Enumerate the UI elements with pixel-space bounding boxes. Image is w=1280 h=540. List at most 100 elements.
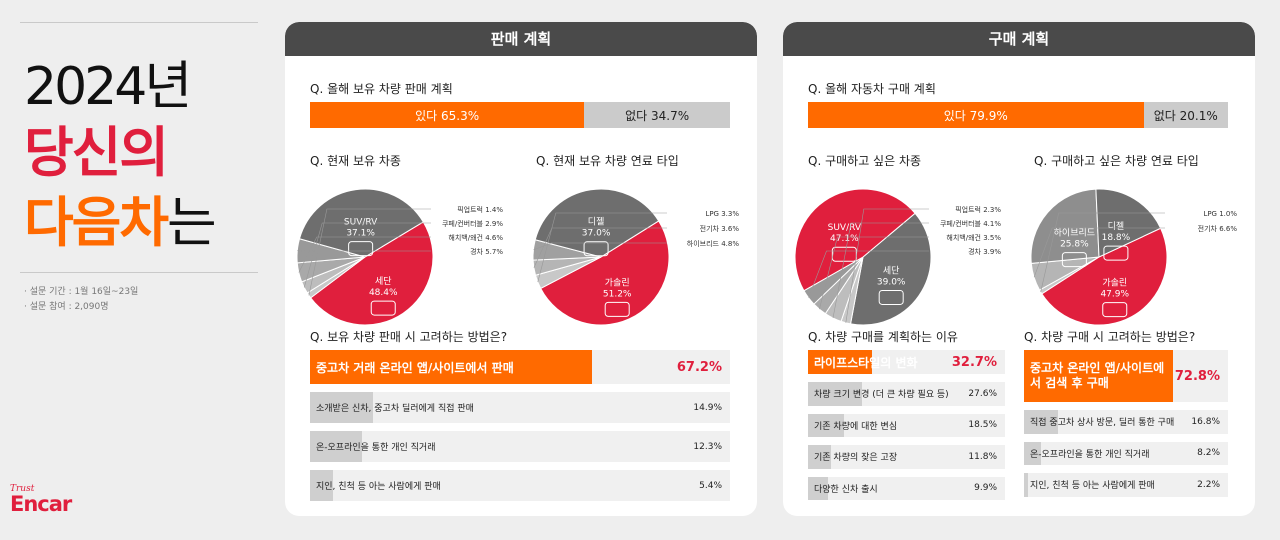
answer-label: 중고차 온라인 앱/사이트에서 검색 후 구매: [1030, 361, 1165, 390]
slice-value: 37.0%: [582, 229, 611, 239]
leader-line: [298, 236, 431, 273]
survey-period: · 설문 기간 : 1월 16일~23일: [24, 287, 139, 297]
question: Q. 차량 구매 시 고려하는 방법은?: [1024, 330, 1196, 344]
slice-label: 쿠페/컨버터블 4.1%: [940, 219, 1001, 228]
plan-no-segment: 없다 20.1%: [1143, 102, 1228, 128]
leader-line: [832, 222, 929, 319]
sell-plan-bar: 있다 65.3% 없다 34.7%: [310, 102, 730, 128]
answer-label: 기존 차량에 대한 변심: [814, 421, 898, 432]
sell-panel-title: 판매 계획: [285, 22, 757, 56]
top-answer-row: 중고차 온라인 앱/사이트에서 검색 후 구매 72.8%: [1024, 350, 1228, 402]
leader-line: [308, 208, 431, 296]
slice-label: 가솔린: [1102, 278, 1127, 289]
title-line-3: 다음차는: [24, 178, 217, 257]
slice-label: 픽업트럭 2.3%: [955, 205, 1001, 214]
vehicle-icon: [1103, 245, 1129, 261]
pie-slice: [1095, 188, 1162, 258]
answer-bar: [310, 431, 362, 462]
slice-label: 쿠페/컨버터블 2.9%: [442, 219, 503, 228]
answer-label: 지인, 친척 등 아는 사람에게 판매: [1030, 481, 1155, 492]
answer-row: 소개받은 신차, 중고차 딜러에게 직접 판매 14.9%: [310, 392, 730, 423]
answer-row: 기존 차량에 대한 변심 18.5%: [808, 413, 1005, 437]
slice-label: 세단: [883, 265, 900, 276]
question: Q. 현재 보유 차종: [310, 154, 401, 168]
buy-plan-bar: 있다 79.9% 없다 20.1%: [808, 102, 1228, 128]
answer-label: 지인, 친척 등 아는 사람에게 판매: [316, 482, 441, 492]
answer-bar: [808, 445, 832, 469]
slice-value: 48.4%: [369, 288, 398, 298]
top-answer-row: 중고차 거래 온라인 앱/사이트에서 판매 67.2%: [310, 350, 730, 384]
leader-line: [537, 212, 667, 283]
answer-percent: 18.5%: [968, 420, 997, 431]
answer-percent: 2.2%: [1197, 479, 1220, 490]
question: Q. 구매하고 싶은 차종: [808, 154, 922, 168]
slice-label: 전기차 3.6%: [700, 224, 740, 233]
slice-value: 47.1%: [830, 234, 859, 244]
slice-label: 해치백/왜건 4.6%: [448, 233, 503, 242]
leader-line: [533, 227, 667, 268]
answer-row: 차량 크기 변경 (더 큰 차량 필요 등) 27.6%: [808, 382, 1005, 406]
leader-line: [1033, 227, 1165, 278]
answer-bar: [310, 350, 593, 384]
leader-line: [845, 208, 929, 323]
pie-slice: [540, 220, 670, 326]
buy-method-list: 중고차 온라인 앱/사이트에서 검색 후 구매 72.8% 직접 중고차 상사 방문…: [1024, 350, 1228, 505]
slice-label: 하이브리드 4.8%: [687, 239, 740, 248]
answer-bar: [808, 382, 863, 406]
vehicle-icon: [1102, 302, 1128, 318]
slice-label: 해치백/왜건 3.5%: [946, 233, 1001, 242]
question: Q. 올해 자동차 구매 계획: [808, 82, 936, 96]
pie-slice: [794, 188, 916, 292]
answer-bar: [808, 413, 845, 437]
leader-line: [819, 236, 929, 310]
title-column: 2024년 당신의 다음차는 · 설문 기간 : 1월 16일~23일 · 설문…: [20, 0, 260, 540]
slice-label: 디젤: [1108, 220, 1125, 232]
answer-row: 지인, 친척 등 아는 사람에게 판매 5.4%: [310, 470, 730, 501]
answer-label: 다양한 신차 출시: [814, 484, 878, 495]
answer-bar: [310, 470, 333, 501]
answer-bar: [1024, 441, 1041, 465]
answer-bar: [1024, 350, 1173, 402]
slice-label: 경차 5.7%: [470, 247, 503, 256]
vehicle-icon: [1061, 252, 1087, 268]
title-line-3-main: 다음차: [24, 191, 169, 254]
answer-percent: 14.9%: [693, 402, 722, 413]
buy-reason-list: 라이프스타일의 변화 32.7% 차량 크기 변경 (더 큰 차량 필요 등) 27.…: [808, 350, 1005, 508]
answer-label: 온-오프라인을 통한 개인 직거래: [1030, 449, 1150, 460]
slice-label: LPG 3.3%: [705, 210, 739, 218]
pie-slice: [309, 221, 434, 326]
answer-label: 차량 크기 변경 (더 큰 차량 필요 등): [814, 390, 949, 401]
answer-percent: 32.7%: [951, 354, 997, 370]
answer-label: 기존 차량의 잦은 고장: [814, 453, 898, 464]
pie-slice: [1030, 188, 1100, 264]
buy-panel: 구매 계획 Q. 올해 자동차 구매 계획 있다 79.9% 없다 20.1% …: [783, 22, 1255, 516]
vehicle-icon: [831, 246, 857, 262]
sell-panel: 판매 계획 Q. 올해 보유 차량 판매 계획 있다 65.3% 없다 34.7…: [285, 22, 757, 516]
answer-row: 지인, 친척 등 아는 사람에게 판매 2.2%: [1024, 473, 1228, 497]
answer-label: 중고차 거래 온라인 앱/사이트에서 판매: [316, 360, 514, 375]
slice-label: 하이브리드: [1054, 228, 1095, 239]
leader-line: [808, 250, 929, 298]
buy-panel-title: 구매 계획: [783, 22, 1255, 56]
leader-line: [303, 222, 431, 288]
answer-bar: [1024, 473, 1029, 497]
slice-label: 가솔린: [605, 277, 630, 288]
answer-percent: 72.8%: [1174, 368, 1220, 384]
brand-name: Encar: [10, 492, 72, 516]
question: Q. 올해 보유 차량 판매 계획: [310, 82, 453, 96]
slice-value: 25.8%: [1060, 240, 1089, 250]
answer-percent: 12.3%: [693, 441, 722, 452]
question: Q. 구매하고 싶은 차량 연료 타입: [1034, 154, 1199, 168]
answer-label: 소개받은 신차, 중고차 딜러에게 직접 판매: [316, 404, 474, 414]
answer-row: 온-오프라인을 통한 개인 직거래 12.3%: [310, 431, 730, 462]
plan-yes-segment: 있다 65.3%: [310, 102, 585, 128]
top-answer-row: 라이프스타일의 변화 32.7%: [808, 350, 1005, 374]
answer-bar: [310, 392, 373, 423]
vehicle-icon: [348, 241, 374, 257]
pie-slice: [534, 188, 660, 258]
divider: [20, 22, 258, 23]
slice-label: 경차 3.9%: [968, 247, 1001, 256]
